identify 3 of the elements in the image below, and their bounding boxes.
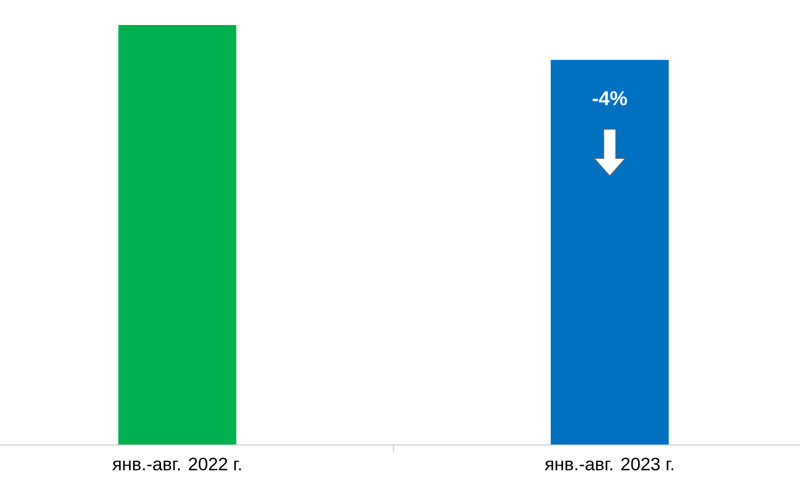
x-tick-label: янв.-авг. 2022 г. (112, 458, 241, 470)
annotation: -4% (592, 91, 627, 106)
x-tick-label: янв.-авг. 2023 г. (544, 458, 674, 470)
